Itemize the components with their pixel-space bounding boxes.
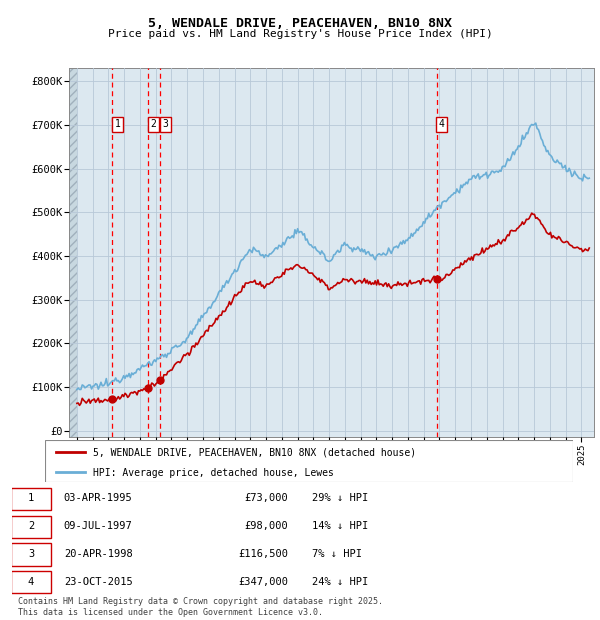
Text: 20-APR-1998: 20-APR-1998: [64, 549, 133, 559]
Text: 1: 1: [115, 120, 121, 130]
Bar: [69, 68, 77, 437]
FancyBboxPatch shape: [11, 516, 51, 538]
Text: 3: 3: [28, 549, 34, 559]
Text: 14% ↓ HPI: 14% ↓ HPI: [311, 521, 368, 531]
Text: 2: 2: [151, 120, 157, 130]
Text: 4: 4: [439, 120, 445, 130]
Text: 09-JUL-1997: 09-JUL-1997: [64, 521, 133, 531]
Text: 29% ↓ HPI: 29% ↓ HPI: [311, 494, 368, 503]
Text: £98,000: £98,000: [245, 521, 289, 531]
Text: 2: 2: [28, 521, 34, 531]
Text: 7% ↓ HPI: 7% ↓ HPI: [311, 549, 362, 559]
Text: 24% ↓ HPI: 24% ↓ HPI: [311, 577, 368, 587]
Text: Contains HM Land Registry data © Crown copyright and database right 2025.
This d: Contains HM Land Registry data © Crown c…: [18, 598, 383, 617]
FancyBboxPatch shape: [11, 543, 51, 565]
Text: 1: 1: [28, 494, 34, 503]
Text: 5, WENDALE DRIVE, PEACEHAVEN, BN10 8NX (detached house): 5, WENDALE DRIVE, PEACEHAVEN, BN10 8NX (…: [92, 448, 416, 458]
Text: 3: 3: [163, 120, 169, 130]
FancyBboxPatch shape: [11, 571, 51, 593]
Text: £116,500: £116,500: [238, 549, 289, 559]
Text: HPI: Average price, detached house, Lewes: HPI: Average price, detached house, Lewe…: [92, 467, 334, 477]
Text: Price paid vs. HM Land Registry's House Price Index (HPI): Price paid vs. HM Land Registry's House …: [107, 29, 493, 39]
Text: £347,000: £347,000: [238, 577, 289, 587]
Text: 4: 4: [28, 577, 34, 587]
Text: 23-OCT-2015: 23-OCT-2015: [64, 577, 133, 587]
Text: 5, WENDALE DRIVE, PEACEHAVEN, BN10 8NX: 5, WENDALE DRIVE, PEACEHAVEN, BN10 8NX: [148, 17, 452, 30]
Text: 03-APR-1995: 03-APR-1995: [64, 494, 133, 503]
Text: £73,000: £73,000: [245, 494, 289, 503]
FancyBboxPatch shape: [11, 488, 51, 510]
